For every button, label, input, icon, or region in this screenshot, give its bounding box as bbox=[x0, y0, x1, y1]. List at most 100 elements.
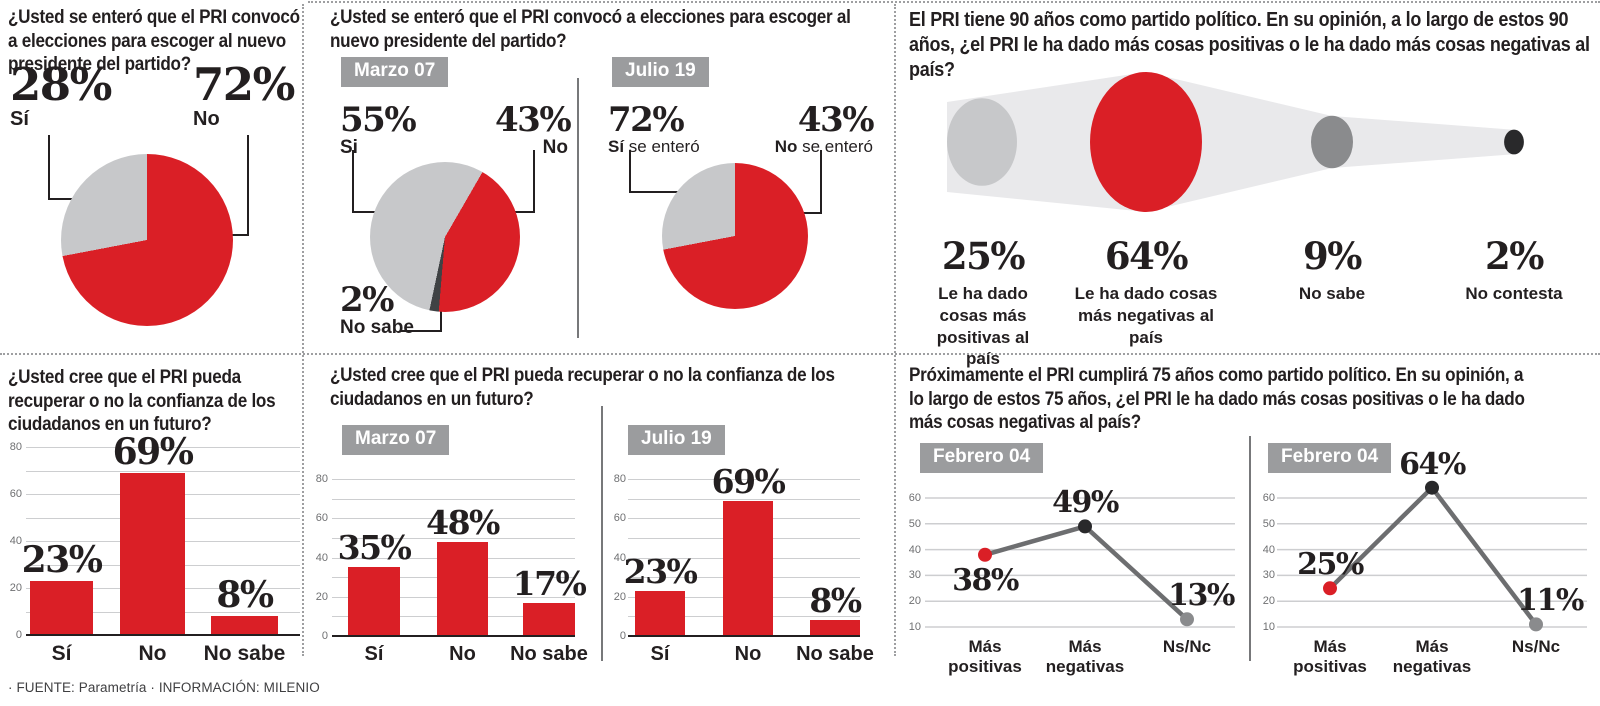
bar-value-label: 48% bbox=[426, 502, 500, 542]
bubble-stat-negativas: 64% Le ha dado cosas más negativas al pa… bbox=[1061, 238, 1231, 348]
category-label: Sí bbox=[364, 643, 384, 665]
panel-awareness-single-pie: ¿Usted se enteró que el PRI convocó a el… bbox=[0, 0, 305, 356]
line-point bbox=[1425, 480, 1439, 495]
stat-julio-si: 72% Sí se enteró bbox=[608, 103, 700, 157]
x-axis-baseline bbox=[26, 634, 300, 636]
bubble-pct-negativas: 64% bbox=[1104, 234, 1189, 278]
y-tick: 60 bbox=[9, 488, 22, 500]
gridline bbox=[628, 479, 860, 480]
funnel-band bbox=[947, 72, 1517, 212]
y-tick: 0 bbox=[321, 630, 328, 642]
panel-90-anos-bubbles: El PRI tiene 90 años como partido políti… bbox=[897, 0, 1600, 368]
x-axis-baseline bbox=[332, 635, 575, 637]
line-chart-svg bbox=[1277, 480, 1587, 632]
bar-value-label: 23% bbox=[623, 551, 698, 591]
pie-chart-marzo-07 bbox=[370, 162, 520, 312]
line-point-label: 13% bbox=[1168, 578, 1235, 614]
badge-marzo-07: Marzo 07 bbox=[342, 425, 450, 455]
y-tick: 10 bbox=[908, 621, 921, 633]
stat-julio-no-label: No se enteró bbox=[745, 137, 873, 157]
category-label: Más positivas bbox=[948, 637, 1022, 676]
panel-title: ¿Usted se enteró que el PRI convocó a el… bbox=[8, 7, 300, 76]
stat-marzo-nosabe-label: No sabe bbox=[340, 317, 414, 338]
stat-marzo-si-value: 55% bbox=[340, 100, 417, 140]
y-tick: 80 bbox=[613, 473, 626, 485]
pie-chart-awareness bbox=[61, 154, 233, 326]
panel-confianza-single-bar: ¿Usted cree que el PRI pueda recuperar o… bbox=[0, 356, 305, 665]
stat-si-value: 28% bbox=[10, 58, 112, 111]
top-dotted-divider bbox=[308, 1, 1600, 3]
y-tick: 60 bbox=[315, 512, 328, 525]
bar-chart-marzo-07: 0 20 40 60 80 35% Sí 48% No 17% No sabe bbox=[316, 474, 588, 666]
y-tick: 40 bbox=[315, 551, 328, 564]
badge-marzo-07: Marzo 07 bbox=[341, 57, 449, 87]
bubble-stat-nocontesta: 2% No contesta bbox=[1429, 238, 1599, 305]
bar bbox=[635, 590, 685, 636]
y-tick: 50 bbox=[908, 517, 921, 530]
bubble-label-nocontesta: No contesta bbox=[1465, 284, 1563, 303]
gridline bbox=[332, 498, 575, 500]
stat-marzo-no-label: No bbox=[542, 137, 568, 158]
line-point bbox=[1078, 519, 1092, 534]
line-point bbox=[978, 547, 992, 562]
bar-chart-julio-19: 0 20 40 60 80 23% Sí 69% No 8% No sabe bbox=[614, 465, 874, 665]
leader-julio-si bbox=[629, 150, 693, 193]
y-tick: 30 bbox=[1262, 569, 1275, 582]
category-label: No sabe bbox=[203, 642, 286, 665]
stat-no-label: No bbox=[193, 108, 220, 130]
bubble-1 bbox=[1090, 72, 1202, 212]
bar-value-label: 35% bbox=[337, 528, 412, 568]
bar bbox=[810, 620, 860, 636]
line-chart-febrero-04-a: 10 20 30 40 50 60 38% 49% 13% Más positivas Más ne… bbox=[909, 485, 1236, 676]
category-label: No bbox=[449, 643, 476, 665]
badge-febrero-04-b: Febrero 04 bbox=[1268, 443, 1392, 473]
y-tick: 20 bbox=[315, 590, 328, 603]
line-point-label: 25% bbox=[1297, 547, 1364, 583]
line-point-label: 11% bbox=[1517, 583, 1584, 619]
gridline bbox=[332, 518, 575, 520]
panel-confianza-bar-pair: ¿Usted cree que el PRI pueda recuperar o… bbox=[305, 356, 897, 666]
bubble-0 bbox=[947, 98, 1017, 186]
category-label: Ns/Nc bbox=[1162, 637, 1212, 656]
line-point bbox=[1529, 617, 1543, 632]
bar bbox=[30, 581, 93, 635]
y-tick: 20 bbox=[613, 590, 626, 603]
bubble-stat-nosabe: 9% No sabe bbox=[1247, 238, 1417, 305]
row-divider bbox=[0, 353, 1600, 355]
label-bold: No bbox=[774, 137, 798, 156]
panel-title: ¿Usted se enteró que el PRI convocó a el… bbox=[330, 7, 851, 52]
line-point-label: 38% bbox=[952, 562, 1019, 598]
panel-title: Próximamente el PRI cumplirá 75 años com… bbox=[909, 365, 1525, 434]
category-label: Ns/Nc bbox=[1511, 637, 1561, 656]
bar-value-label: 17% bbox=[512, 563, 587, 603]
stat-julio-si-value: 72% bbox=[608, 100, 685, 140]
y-tick: 60 bbox=[613, 512, 626, 525]
category-label: Sí bbox=[51, 642, 72, 665]
gridline bbox=[26, 470, 300, 472]
stat-julio-no: 43% No se enteró bbox=[745, 100, 875, 157]
category-label: Sí bbox=[650, 643, 670, 665]
bubble-label-negativas: Le ha dado cosas más negativas al país bbox=[1074, 284, 1218, 347]
pie-chart-julio-19 bbox=[662, 163, 808, 309]
y-tick: 80 bbox=[9, 441, 22, 453]
bubble-pct-nocontesta: 2% bbox=[1485, 234, 1544, 278]
bar bbox=[723, 500, 773, 636]
line-point bbox=[1180, 612, 1194, 627]
stat-julio-no-value: 43% bbox=[797, 100, 875, 140]
y-tick: 20 bbox=[908, 595, 921, 608]
y-tick: 40 bbox=[9, 535, 22, 547]
line-point-label: 49% bbox=[1052, 485, 1119, 521]
label-rest: se enteró bbox=[624, 137, 700, 156]
bar bbox=[120, 472, 185, 635]
panel-title: El PRI tiene 90 años como partido políti… bbox=[909, 9, 1590, 81]
badge-julio-19: Julio 19 bbox=[628, 425, 725, 455]
label-rest: se enteró bbox=[797, 137, 873, 156]
bar bbox=[348, 567, 400, 636]
y-tick: 0 bbox=[619, 630, 626, 642]
category-label: Más negativas bbox=[1392, 637, 1472, 676]
bubble-stat-positivas: 25% Le ha dado cosas más positivas al pa… bbox=[905, 238, 1061, 370]
gridline bbox=[332, 479, 575, 480]
bar-value-label: 8% bbox=[216, 574, 274, 617]
line-chart-svg bbox=[925, 497, 1235, 628]
